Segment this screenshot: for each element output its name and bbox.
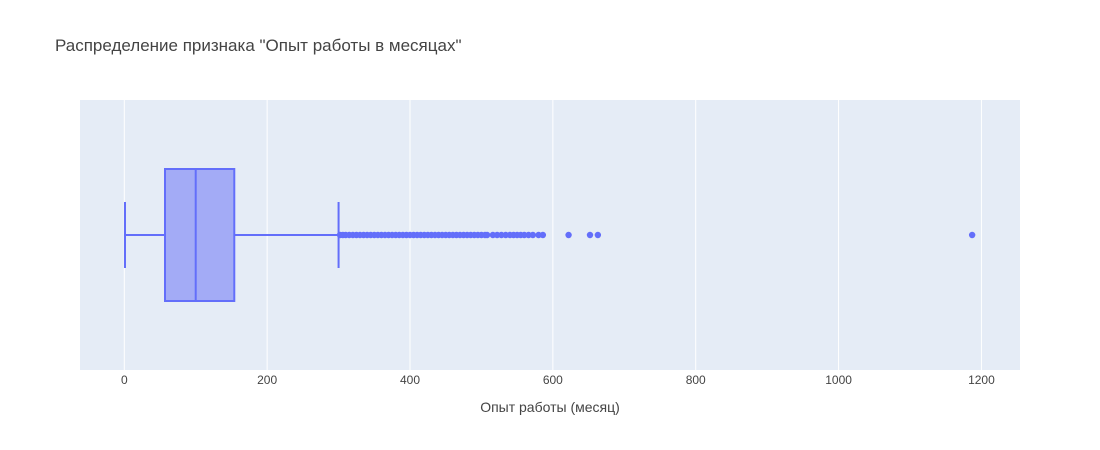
outlier-point xyxy=(594,231,602,239)
outlier-points xyxy=(336,231,976,239)
outlier-point xyxy=(586,231,594,239)
outlier-point xyxy=(539,231,547,239)
x-tick-label: 1200 xyxy=(968,373,995,387)
x-tick-label: 0 xyxy=(121,373,128,387)
x-axis-title: Опыт работы (месяц) xyxy=(480,399,620,415)
outlier-point xyxy=(529,231,537,239)
x-axis-ticks: 0 200 400 600 800 1000 1200 xyxy=(121,373,995,387)
outlier-point xyxy=(565,231,572,239)
outlier-point xyxy=(968,231,976,239)
x-tick-label: 200 xyxy=(257,373,277,387)
x-tick-label: 600 xyxy=(543,373,563,387)
outlier-point xyxy=(483,231,491,239)
x-tick-label: 800 xyxy=(686,373,706,387)
x-tick-label: 400 xyxy=(400,373,420,387)
chart-title: Распределение признака "Опыт работы в ме… xyxy=(55,36,461,55)
interquartile-box xyxy=(164,168,236,302)
x-tick-label: 1000 xyxy=(825,373,852,387)
